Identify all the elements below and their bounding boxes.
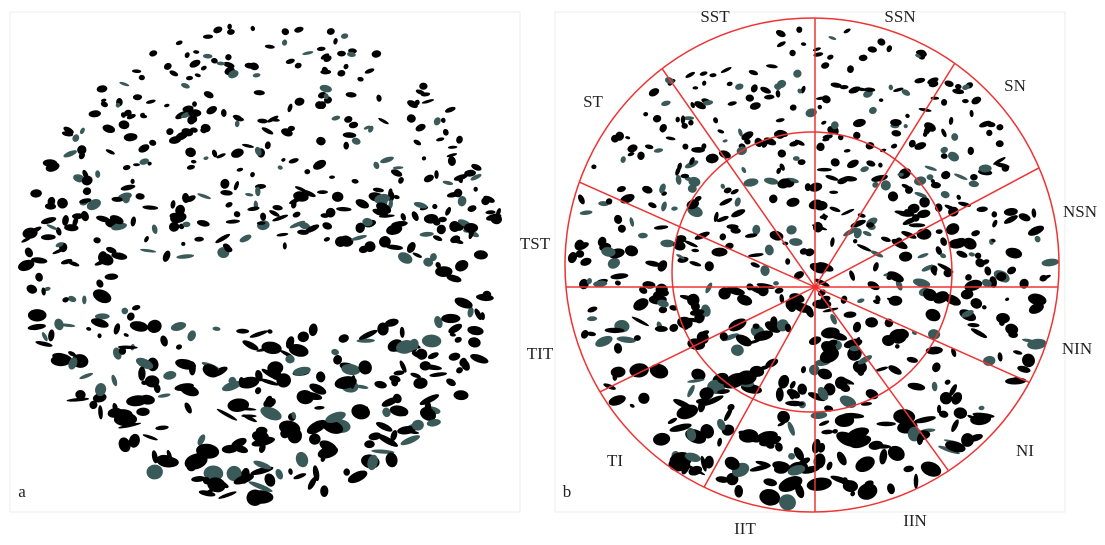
panel-label: b — [563, 482, 572, 501]
pore — [337, 51, 346, 57]
sector-label: NIN — [1062, 339, 1092, 358]
sector-label: TI — [607, 451, 623, 470]
pore — [970, 174, 978, 180]
pore — [877, 422, 896, 427]
pore — [909, 223, 926, 227]
pore — [283, 242, 287, 249]
figure: a b SST SSN SN NSN NIN NI IIN IIT TI TIT TST ST — [0, 0, 1105, 545]
pore — [188, 109, 201, 117]
pore — [914, 474, 919, 489]
pore — [817, 168, 832, 172]
pore — [82, 296, 86, 305]
pore — [776, 387, 784, 401]
pore — [576, 250, 584, 258]
sector-label: TIT — [527, 344, 554, 363]
pore — [256, 427, 268, 435]
pore — [183, 222, 191, 228]
sector-label: IIN — [903, 511, 927, 530]
sector-label: SST — [700, 7, 730, 26]
sector-label: NI — [1016, 441, 1034, 460]
sector-label: SN — [1004, 76, 1026, 95]
pore — [793, 156, 800, 161]
pore — [28, 309, 47, 321]
pore — [189, 361, 196, 375]
pore — [917, 229, 932, 240]
pore — [774, 465, 788, 474]
page: a b SSTSSNSNNSNNINNIIINIITTITITTSTST (()… — [0, 0, 1105, 545]
sector-label: SSN — [884, 7, 915, 26]
pore — [796, 27, 802, 33]
sector-label: IIT — [734, 519, 756, 538]
panel-label: a — [18, 482, 26, 501]
sector-label: ST — [583, 92, 603, 111]
sector-label: NSN — [1063, 202, 1097, 221]
pore — [441, 314, 460, 323]
sector-label: TST — [520, 234, 551, 253]
pore — [112, 409, 133, 419]
